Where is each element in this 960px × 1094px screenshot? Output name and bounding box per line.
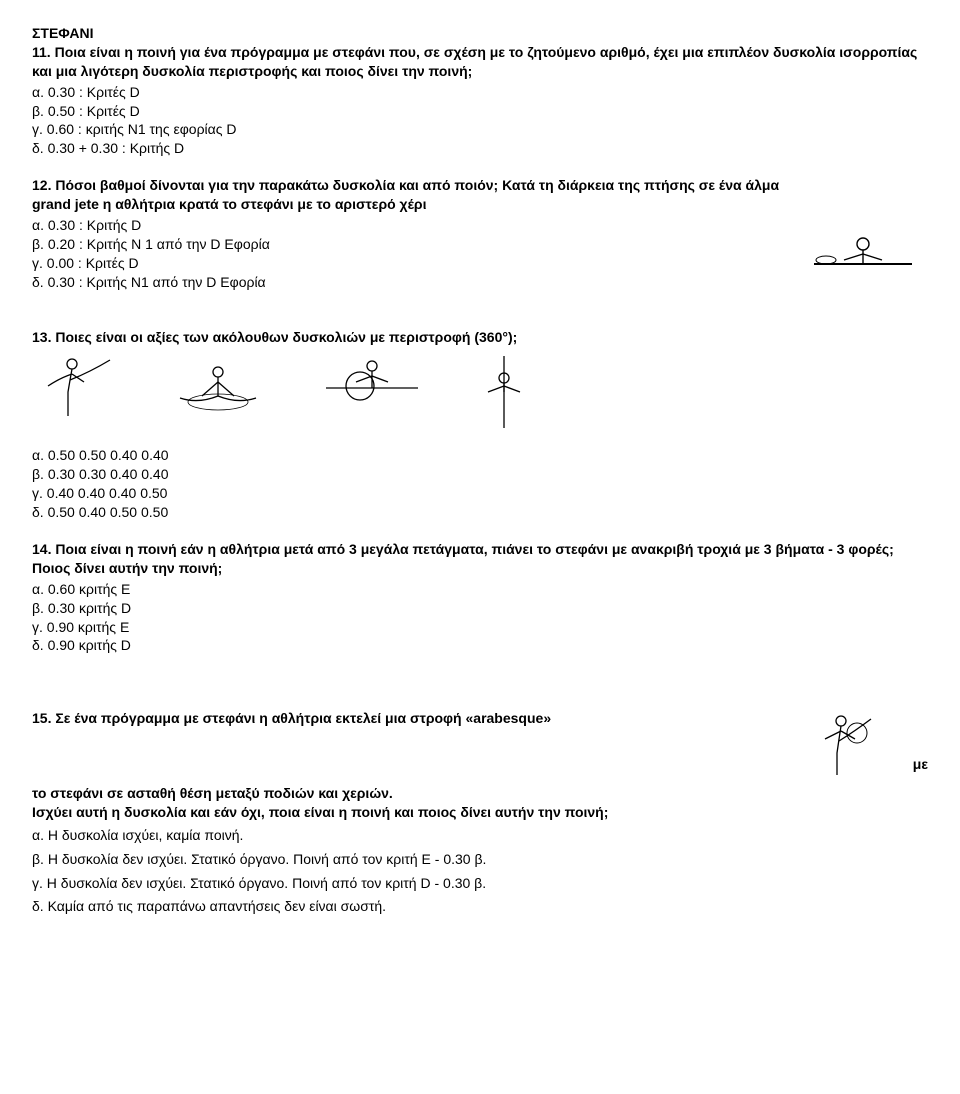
- q12-answer-d: δ. 0.30 : Κριτής Ν1 από την D Εφορία: [32, 273, 808, 292]
- question-13: 13. Ποιες είναι οι αξίες των ακόλουθων δ…: [32, 328, 928, 522]
- q12-figure: [808, 176, 928, 291]
- q13-answer-c: γ. 0.40 0.40 0.40 0.50: [32, 484, 928, 503]
- q14-answers: α. 0.60 κριτής Ε β. 0.30 κριτής D γ. 0.9…: [32, 580, 928, 656]
- q11-answer-a: α. 0.30 : Κριτές D: [32, 83, 928, 102]
- q15-answer-b: β. Η δυσκολία δεν ισχύει. Στατικό όργανο…: [32, 848, 928, 872]
- q13-answers: α. 0.50 0.50 0.40 0.40 β. 0.30 0.30 0.40…: [32, 446, 928, 522]
- q15-prompt-line3: Ισχύει αυτή η δυσκολία και εάν όχι, ποια…: [32, 803, 928, 822]
- q15-answers: α. Η δυσκολία ισχύει, καμία ποινή. β. Η …: [32, 824, 928, 919]
- q13-figures-row: [32, 352, 928, 432]
- q14-answer-d: δ. 0.90 κριτής D: [32, 636, 928, 655]
- q15-answer-c: γ. Η δυσκολία δεν ισχύει. Στατικό όργανο…: [32, 872, 928, 896]
- q14-answer-c: γ. 0.90 κριτής Ε: [32, 618, 928, 637]
- q13-answer-d: δ. 0.50 0.40 0.50 0.50: [32, 503, 928, 522]
- q15-prompt-line1: 15. Σε ένα πρόγραμμα με στεφάνι η αθλήτρ…: [32, 709, 803, 728]
- question-12: 12. Πόσοι βαθμοί δίνονται για την παρακά…: [32, 176, 928, 291]
- q14-prompt: 14. Ποια είναι η ποινή εάν η αθλήτρια με…: [32, 540, 928, 578]
- q12-prompt: 12. Πόσοι βαθμοί δίνονται για την παρακά…: [32, 176, 808, 214]
- q12-answers: α. 0.30 : Κριτής D β. 0.20 : Κριτής Ν 1 …: [32, 216, 808, 292]
- q12-answer-b: β. 0.20 : Κριτής Ν 1 από την D Εφορία: [32, 235, 808, 254]
- q12-answer-a: α. 0.30 : Κριτής D: [32, 216, 808, 235]
- q11-answers: α. 0.30 : Κριτές D β. 0.50 : Κριτές D γ.…: [32, 83, 928, 159]
- q12-answer-c: γ. 0.00 : Κριτές D: [32, 254, 808, 273]
- q11-prompt: 11. Ποια είναι η ποινή για ένα πρόγραμμα…: [32, 43, 928, 81]
- gymnast-pose-1-icon: [40, 352, 120, 422]
- q11-answer-c: γ. 0.60 : κριτής Ν1 της εφορίας D: [32, 120, 928, 139]
- section-title: ΣΤΕΦΑΝΙ: [32, 24, 928, 43]
- gymnast-split-leap-icon: [808, 230, 918, 285]
- q14-answer-a: α. 0.60 κριτής Ε: [32, 580, 928, 599]
- gymnast-pose-3-icon: [316, 352, 426, 422]
- question-15: 15. Σε ένα πρόγραμμα με στεφάνι η αθλήτρ…: [32, 709, 928, 919]
- question-11: 11. Ποια είναι η ποινή για ένα πρόγραμμα…: [32, 43, 928, 158]
- gymnast-pose-2-icon: [168, 352, 268, 422]
- gymnast-arabesque-hoop-icon: [811, 709, 881, 779]
- q11-answer-d: δ. 0.30 + 0.30 : Κριτής D: [32, 139, 928, 158]
- gymnast-pose-4-icon: [474, 352, 534, 432]
- question-14: 14. Ποια είναι η ποινή εάν η αθλήτρια με…: [32, 540, 928, 655]
- q14-answer-b: β. 0.30 κριτής D: [32, 599, 928, 618]
- q15-prompt-before: 15. Σε ένα πρόγραμμα με στεφάνι η αθλήτρ…: [32, 710, 551, 726]
- q13-answer-b: β. 0.30 0.30 0.40 0.40: [32, 465, 928, 484]
- q13-prompt: 13. Ποιες είναι οι αξίες των ακόλουθων δ…: [32, 328, 928, 347]
- q15-prompt-line2: το στεφάνι σε ασταθή θέση μεταξύ ποδιών …: [32, 784, 928, 803]
- q15-answer-a: α. Η δυσκολία ισχύει, καμία ποινή.: [32, 824, 928, 848]
- q13-answer-a: α. 0.50 0.50 0.40 0.40: [32, 446, 928, 465]
- q15-figure: [803, 709, 913, 784]
- q11-answer-b: β. 0.50 : Κριτές D: [32, 102, 928, 121]
- q15-prompt-after: με: [913, 709, 928, 774]
- q15-answer-d: δ. Καμία από τις παραπάνω απαντήσεις δεν…: [32, 895, 928, 919]
